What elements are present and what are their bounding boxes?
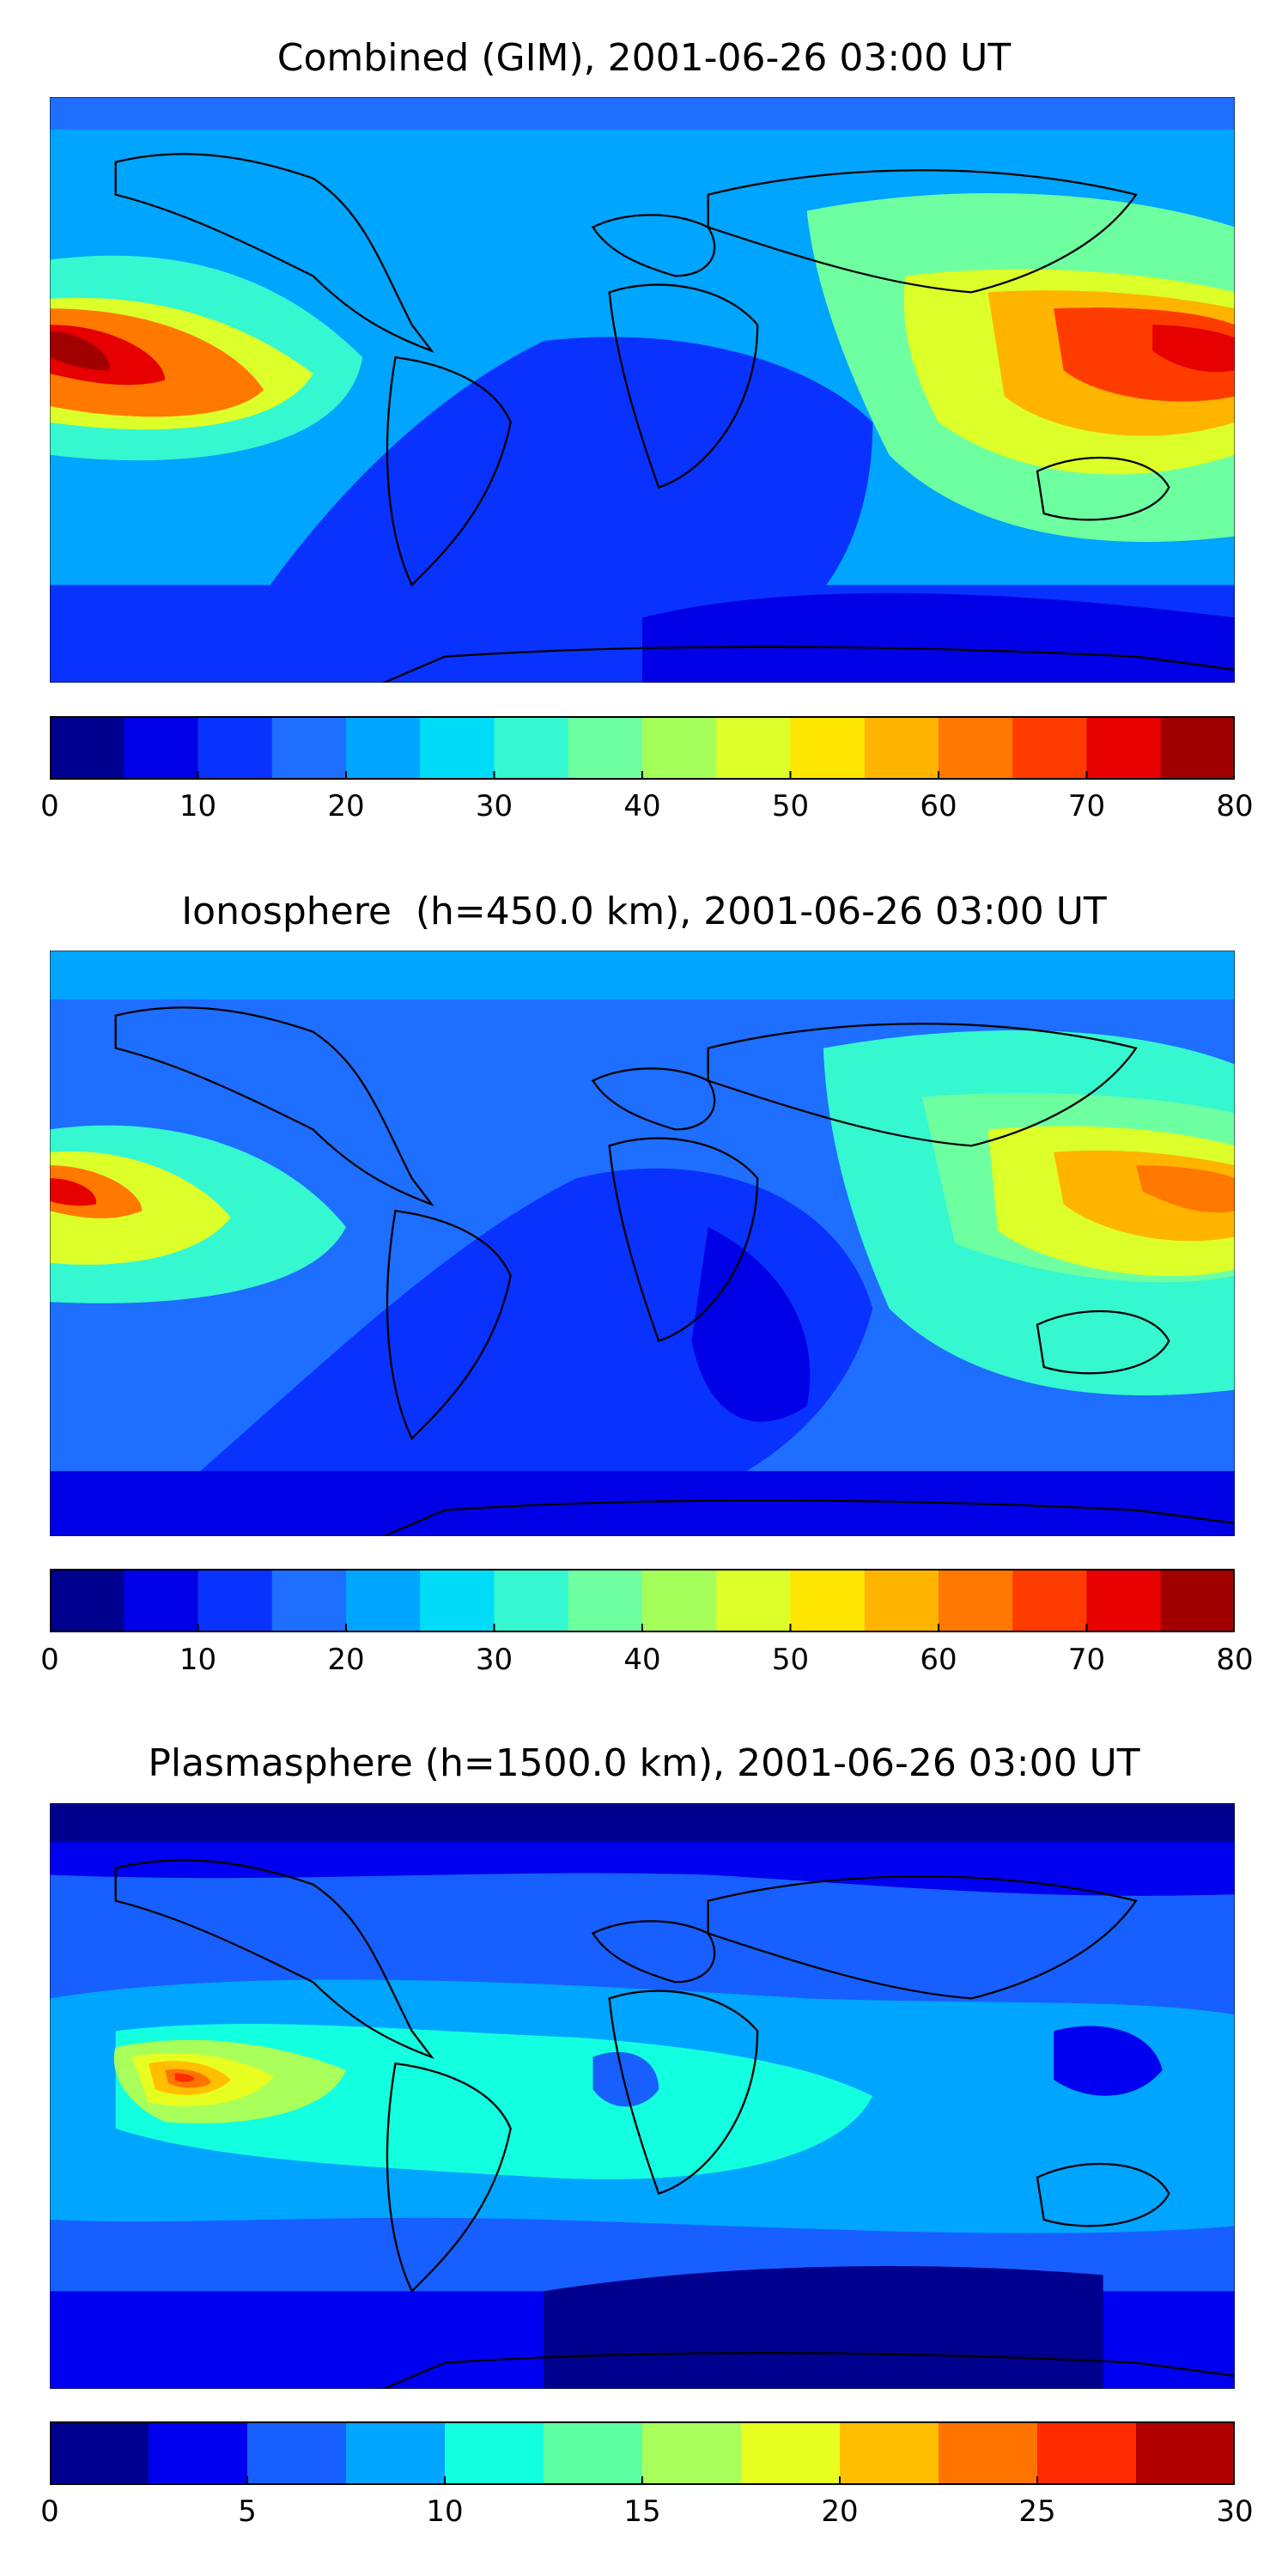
colorbar-tick-labels: 0 5 10 15 20 25 30 — [40, 2494, 1253, 2529]
colorbar-segment — [346, 2421, 446, 2485]
colorbar — [50, 1569, 1235, 1632]
colorbar-tick-label: 0 — [40, 789, 59, 823]
colorbar-tick-label: 60 — [920, 789, 957, 823]
colorbar-segment — [840, 2421, 939, 2485]
colorbar-segment — [420, 716, 495, 780]
colorbar-segment — [445, 2421, 544, 2485]
colorbar-segment — [864, 716, 939, 780]
colorbar-segment — [420, 1569, 495, 1632]
colorbar-segment — [642, 1569, 717, 1632]
colorbar-tick-label: 20 — [327, 789, 365, 823]
colorbar-segment — [1160, 1569, 1235, 1632]
colorbar-segment — [50, 716, 125, 780]
colorbar-segment — [1037, 2421, 1137, 2485]
colorbar-segment — [1160, 716, 1235, 780]
colorbar-segment — [124, 1569, 198, 1632]
colorbar-tick-label: 0 — [40, 2494, 59, 2529]
colorbar-tick-label: 5 — [238, 2494, 257, 2529]
colorbar-segment — [1136, 2421, 1235, 2485]
colorbar-segment — [568, 1569, 643, 1632]
colorbar-tick-labels: 0 10 20 30 40 50 60 70 80 — [40, 789, 1253, 823]
tec-map — [50, 1803, 1235, 2389]
colorbar-segment — [494, 1569, 569, 1632]
colorbar-segment — [494, 716, 569, 780]
colorbar-segment — [197, 716, 273, 780]
colorbar-segment — [790, 716, 866, 780]
colorbar-segment — [939, 2421, 1038, 2485]
colorbar-segment — [864, 1569, 939, 1632]
colorbar-tick-label: 70 — [1067, 789, 1106, 823]
colorbar-segment — [1012, 716, 1087, 780]
colorbar-segment — [642, 2421, 742, 2485]
colorbar-tick-label: 20 — [821, 2494, 859, 2529]
colorbar-segment — [124, 716, 198, 780]
colorbar-segment — [790, 1569, 866, 1632]
colorbar-tick-labels: 0 10 20 30 40 50 60 70 80 — [40, 1643, 1253, 1677]
colorbar-tick-label: 10 — [179, 1643, 217, 1677]
tec-contours — [50, 97, 1235, 683]
colorbar-segment — [197, 1569, 273, 1632]
colorbar-tick-label: 40 — [623, 1643, 661, 1677]
tec-map — [50, 97, 1235, 683]
colorbar-segment — [247, 2421, 347, 2485]
colorbar-tick-label: 50 — [771, 789, 810, 823]
coastlines — [114, 1859, 1235, 2389]
colorbar-segment — [716, 716, 791, 780]
colorbar-tick-label: 80 — [1216, 789, 1254, 823]
colorbar — [50, 716, 1235, 780]
colorbar-segment — [741, 2421, 841, 2485]
colorbar-tick-label: 20 — [327, 1643, 365, 1677]
colorbar-segment — [1012, 1569, 1087, 1632]
colorbar-segment — [939, 716, 1013, 780]
colorbar-segment — [346, 1569, 421, 1632]
colorbar-segment — [939, 1569, 1013, 1632]
colorbar-tick-label: 30 — [475, 1643, 513, 1677]
tec-contours — [50, 1803, 1235, 2389]
colorbar-segment — [271, 1569, 347, 1632]
colorbar-tick-label: 60 — [920, 1643, 957, 1677]
colorbar-tick-label: 10 — [426, 2494, 464, 2529]
colorbar-segment — [642, 716, 717, 780]
colorbar-segment — [1086, 716, 1162, 780]
colorbar-tick-label: 25 — [1018, 2494, 1056, 2529]
panel-title: Combined (GIM), 2001-06-26 03:00 UT — [276, 36, 1012, 80]
colorbar-segment — [271, 716, 347, 780]
colorbar-tick-label: 0 — [40, 1643, 59, 1677]
panel-title: Ionosphere (h=450.0 km), 2001-06-26 03:0… — [181, 890, 1107, 933]
colorbar-tick-label: 15 — [623, 2494, 661, 2529]
colorbar-tick-label: 40 — [623, 789, 661, 823]
colorbar-tick-label: 30 — [1216, 2494, 1254, 2529]
colorbar-segment — [50, 1569, 125, 1632]
colorbar-tick-label: 10 — [179, 789, 217, 823]
colorbar-segment — [50, 2421, 149, 2485]
colorbar-segment — [544, 2421, 643, 2485]
colorbar-tick-label: 50 — [771, 1643, 810, 1677]
colorbar-tick-label: 30 — [475, 789, 513, 823]
colorbar-segment — [346, 716, 421, 780]
colorbar-segment — [716, 1569, 791, 1632]
tec-contours — [50, 951, 1235, 1536]
coastlines — [114, 1006, 1235, 1536]
colorbar-segment — [1086, 1569, 1162, 1632]
coastlines — [114, 153, 1235, 683]
colorbar-segment — [149, 2421, 248, 2485]
panel-title: Plasmasphere (h=1500.0 km), 2001-06-26 0… — [148, 1741, 1140, 1785]
colorbar-tick-label: 80 — [1216, 1643, 1254, 1677]
tec-map — [50, 951, 1235, 1536]
colorbar — [50, 2421, 1235, 2485]
colorbar-tick-label: 70 — [1067, 1643, 1106, 1677]
colorbar-segment — [568, 716, 643, 780]
